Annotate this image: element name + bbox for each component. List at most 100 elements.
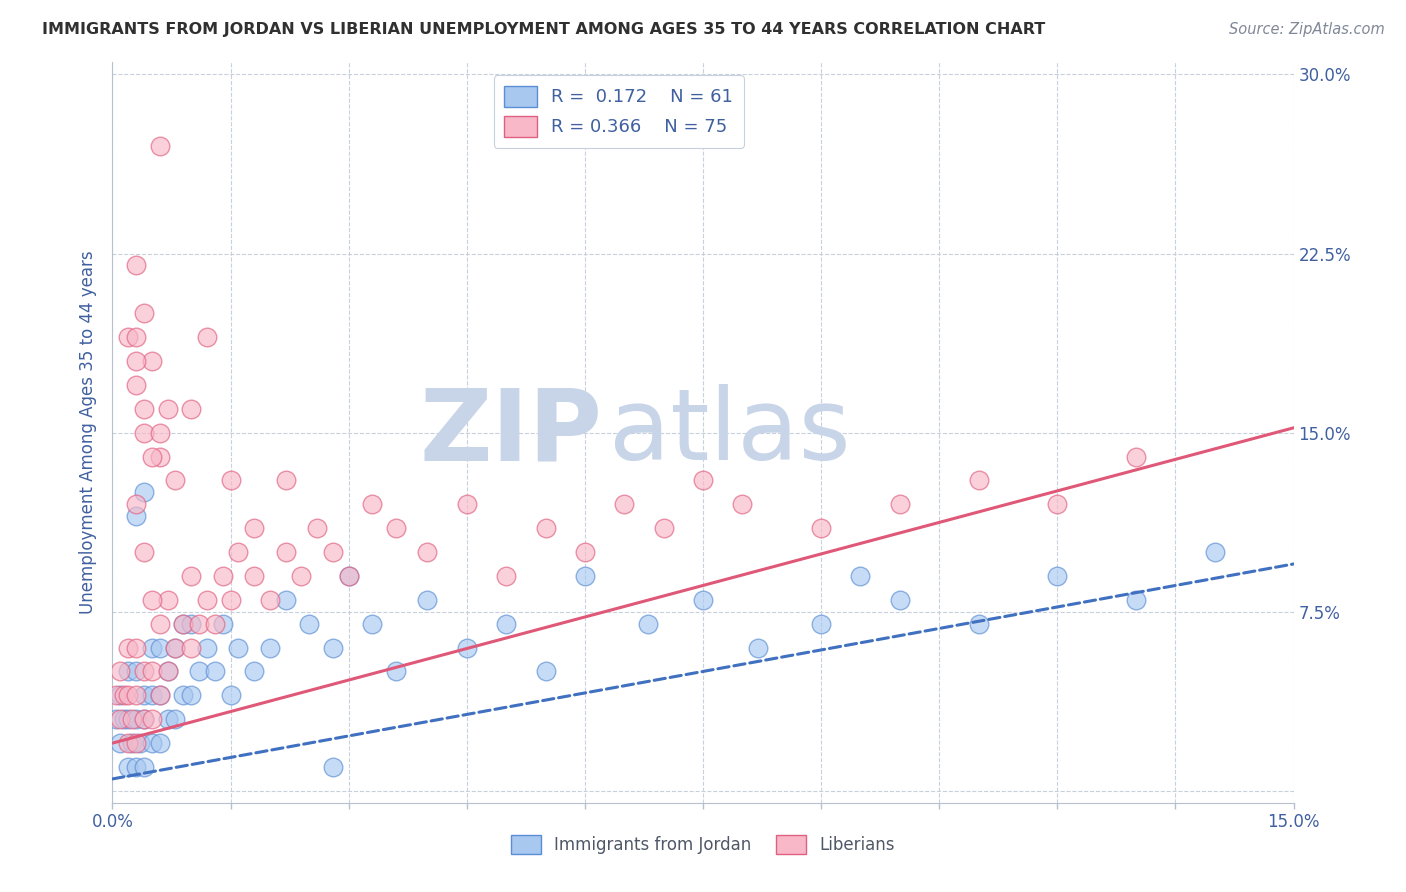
Point bbox=[156, 665, 179, 679]
Point bbox=[456, 497, 478, 511]
Point bbox=[274, 592, 297, 607]
Point bbox=[180, 569, 202, 583]
Point bbox=[259, 592, 281, 607]
Point bbox=[307, 521, 329, 535]
Point bbox=[495, 569, 517, 583]
Point bbox=[110, 712, 132, 726]
Point bbox=[180, 401, 202, 416]
Point bbox=[211, 616, 233, 631]
Point bbox=[132, 401, 155, 416]
Point bbox=[156, 712, 179, 726]
Point bbox=[141, 640, 163, 655]
Point bbox=[810, 521, 832, 535]
Point bbox=[1125, 450, 1147, 464]
Point bbox=[156, 592, 179, 607]
Y-axis label: Unemployment Among Ages 35 to 44 years: Unemployment Among Ages 35 to 44 years bbox=[79, 251, 97, 615]
Point bbox=[322, 640, 344, 655]
Point bbox=[613, 497, 636, 511]
Point bbox=[125, 497, 148, 511]
Point bbox=[172, 616, 194, 631]
Point bbox=[117, 330, 139, 344]
Point bbox=[105, 689, 128, 703]
Point bbox=[337, 569, 360, 583]
Point bbox=[132, 689, 155, 703]
Point bbox=[322, 760, 344, 774]
Point bbox=[361, 616, 384, 631]
Point bbox=[156, 401, 179, 416]
Point bbox=[637, 616, 659, 631]
Point bbox=[534, 521, 557, 535]
Point bbox=[125, 354, 148, 368]
Point bbox=[125, 736, 148, 750]
Point bbox=[1125, 592, 1147, 607]
Point bbox=[112, 689, 135, 703]
Point bbox=[141, 592, 163, 607]
Point bbox=[1046, 497, 1069, 511]
Point bbox=[132, 306, 155, 320]
Point bbox=[125, 377, 148, 392]
Point bbox=[172, 616, 194, 631]
Point bbox=[692, 474, 714, 488]
Legend: Immigrants from Jordan, Liberians: Immigrants from Jordan, Liberians bbox=[505, 829, 901, 861]
Point bbox=[132, 665, 155, 679]
Point bbox=[849, 569, 872, 583]
Point bbox=[117, 736, 139, 750]
Point bbox=[967, 474, 990, 488]
Point bbox=[149, 616, 172, 631]
Point bbox=[141, 665, 163, 679]
Point bbox=[228, 640, 250, 655]
Point bbox=[112, 712, 135, 726]
Point bbox=[165, 474, 187, 488]
Point bbox=[141, 354, 163, 368]
Point bbox=[149, 689, 172, 703]
Point bbox=[337, 569, 360, 583]
Point bbox=[156, 665, 179, 679]
Point bbox=[121, 736, 143, 750]
Point bbox=[1204, 545, 1226, 559]
Point bbox=[228, 545, 250, 559]
Point bbox=[105, 712, 128, 726]
Point bbox=[188, 665, 211, 679]
Point bbox=[692, 592, 714, 607]
Point bbox=[117, 689, 139, 703]
Point bbox=[149, 425, 172, 440]
Point bbox=[165, 712, 187, 726]
Point bbox=[110, 665, 132, 679]
Point bbox=[731, 497, 754, 511]
Point bbox=[416, 592, 439, 607]
Point bbox=[125, 640, 148, 655]
Point bbox=[121, 712, 143, 726]
Point bbox=[385, 665, 408, 679]
Point bbox=[889, 592, 911, 607]
Point bbox=[141, 689, 163, 703]
Point bbox=[165, 640, 187, 655]
Point bbox=[385, 521, 408, 535]
Point bbox=[180, 640, 202, 655]
Point bbox=[652, 521, 675, 535]
Point bbox=[259, 640, 281, 655]
Point bbox=[125, 259, 148, 273]
Text: ZIP: ZIP bbox=[420, 384, 603, 481]
Point bbox=[141, 736, 163, 750]
Point bbox=[416, 545, 439, 559]
Point bbox=[747, 640, 769, 655]
Point bbox=[149, 450, 172, 464]
Point bbox=[110, 689, 132, 703]
Point bbox=[117, 760, 139, 774]
Point bbox=[219, 689, 242, 703]
Point bbox=[117, 640, 139, 655]
Point bbox=[298, 616, 321, 631]
Point bbox=[132, 425, 155, 440]
Point bbox=[243, 665, 266, 679]
Point bbox=[180, 616, 202, 631]
Point bbox=[165, 640, 187, 655]
Point bbox=[132, 545, 155, 559]
Point bbox=[125, 760, 148, 774]
Point bbox=[204, 665, 226, 679]
Point bbox=[149, 139, 172, 153]
Point bbox=[129, 736, 152, 750]
Point bbox=[125, 509, 148, 524]
Point bbox=[211, 569, 233, 583]
Point bbox=[141, 450, 163, 464]
Point bbox=[117, 665, 139, 679]
